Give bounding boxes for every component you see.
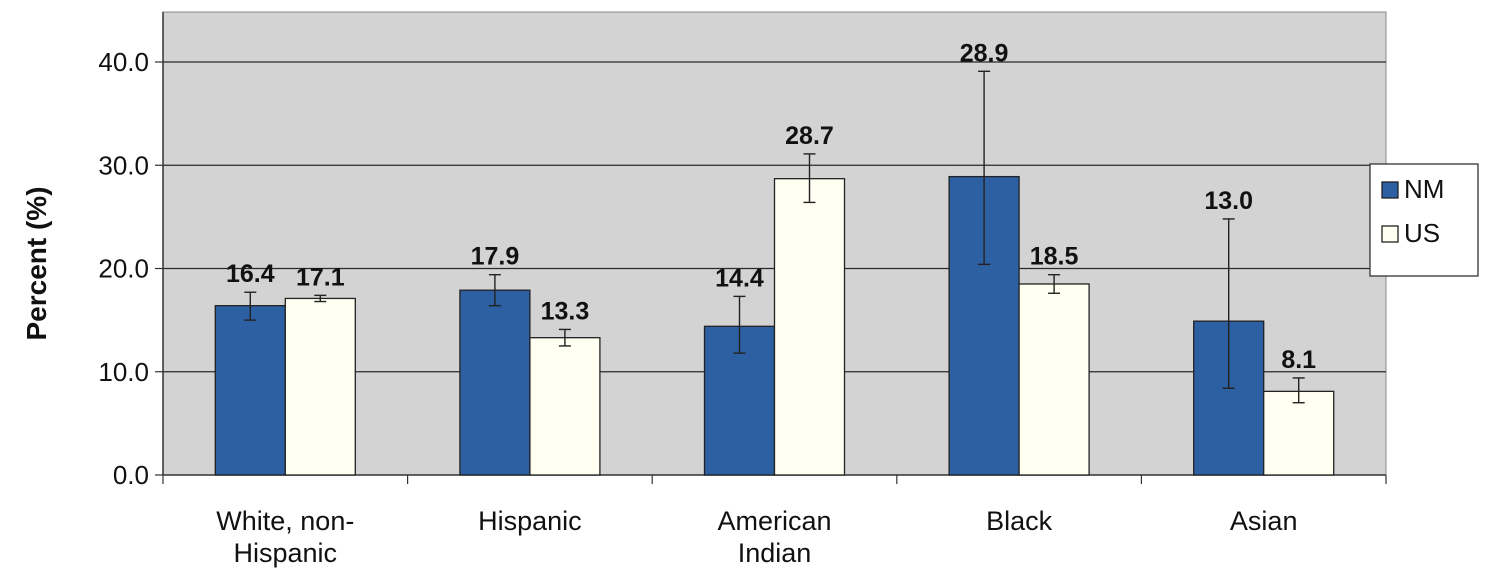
us-bar bbox=[1263, 390, 1335, 476]
nm-bar bbox=[459, 289, 531, 476]
x-category-label: Hispanic bbox=[234, 538, 338, 568]
x-category-label: White, non- bbox=[216, 506, 354, 536]
data-label: 28.7 bbox=[785, 122, 834, 150]
legend-label-nm: NM bbox=[1404, 174, 1444, 204]
y-tick-label: 10.0 bbox=[98, 357, 149, 387]
x-category-label: American bbox=[717, 506, 831, 536]
legend-label-us: US bbox=[1404, 218, 1440, 248]
data-label: 13.0 bbox=[1204, 187, 1253, 215]
data-label: 8.1 bbox=[1281, 346, 1316, 374]
legend-swatch-us bbox=[1381, 225, 1399, 243]
y-tick-label: 40.0 bbox=[98, 47, 149, 77]
x-category-label: Black bbox=[986, 506, 1053, 536]
data-label: 17.1 bbox=[296, 263, 345, 291]
y-tick-label: 30.0 bbox=[98, 150, 149, 180]
legend-swatch-nm bbox=[1381, 181, 1399, 199]
data-label: 14.4 bbox=[715, 264, 764, 292]
us-bar bbox=[1018, 283, 1090, 476]
nm-bar bbox=[214, 305, 286, 476]
x-category-label: Hispanic bbox=[478, 506, 582, 536]
y-axis-title: Percent (%) bbox=[21, 186, 52, 340]
data-label: 17.9 bbox=[471, 243, 520, 271]
x-category-label: Indian bbox=[738, 538, 812, 568]
us-bar bbox=[773, 178, 846, 476]
us-bar bbox=[284, 297, 356, 476]
data-label: 18.5 bbox=[1030, 243, 1079, 271]
data-label: 16.4 bbox=[226, 260, 275, 288]
y-tick-label: 20.0 bbox=[98, 254, 149, 284]
data-label: 28.9 bbox=[960, 39, 1009, 67]
y-tick-label: 0.0 bbox=[113, 460, 149, 490]
data-label: 13.3 bbox=[541, 297, 590, 325]
x-category-label: Asian bbox=[1230, 506, 1298, 536]
us-bar bbox=[529, 337, 601, 476]
